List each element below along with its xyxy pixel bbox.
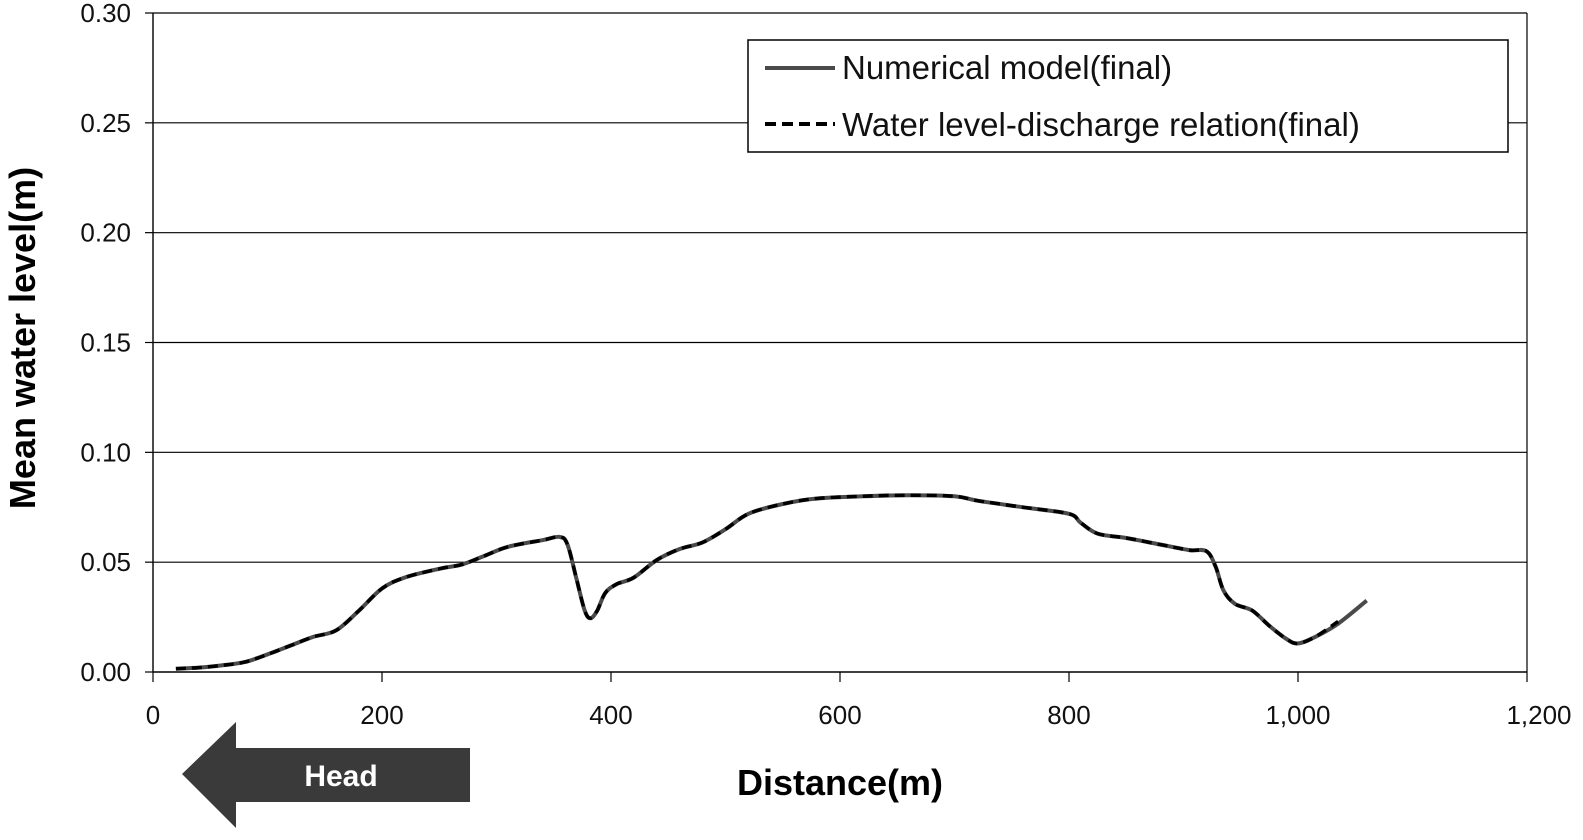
y-tick-label: 0.10: [80, 437, 131, 467]
head-arrow-annotation: Head: [182, 722, 470, 828]
y-tick-label: 0.20: [80, 218, 131, 248]
series-numerical-model: [175, 493, 1368, 671]
legend-label-relation: Water level-discharge relation(final): [842, 106, 1360, 143]
x-tick-label: 800: [1047, 700, 1090, 730]
x-tick-label: 200: [360, 700, 403, 730]
x-tick-labels: 0 200 400 600 800 1,000 1,200: [146, 700, 1572, 730]
left-arrow-shape: [182, 722, 470, 828]
y-tick-labels: 0.00 0.05 0.10 0.15 0.20 0.25 0.30: [80, 0, 131, 687]
x-tick-label: 1,200: [1506, 700, 1571, 730]
x-axis-title: Distance(m): [737, 762, 943, 803]
y-axis-title: Mean water level(m): [2, 167, 43, 509]
x-tick-label: 600: [818, 700, 861, 730]
x-tick-label: 1,000: [1265, 700, 1330, 730]
y-tick-label: 0.05: [80, 547, 131, 577]
x-tick-label: 400: [589, 700, 632, 730]
y-tick-label: 0.15: [80, 328, 131, 358]
axes: [145, 12, 1528, 682]
legend: Numerical model(final) Water level-disch…: [747, 39, 1509, 153]
head-label: Head: [304, 760, 377, 793]
legend-label-numerical: Numerical model(final): [842, 49, 1172, 86]
legend-box: [747, 39, 1509, 153]
series-lines: [175, 493, 1368, 671]
x-tick-label: 0: [146, 700, 160, 730]
y-tick-label: 0.25: [80, 108, 131, 138]
y-tick-label: 0.00: [80, 657, 131, 687]
series-water-level-relation: [175, 493, 1340, 671]
y-tick-label: 0.30: [80, 0, 131, 28]
